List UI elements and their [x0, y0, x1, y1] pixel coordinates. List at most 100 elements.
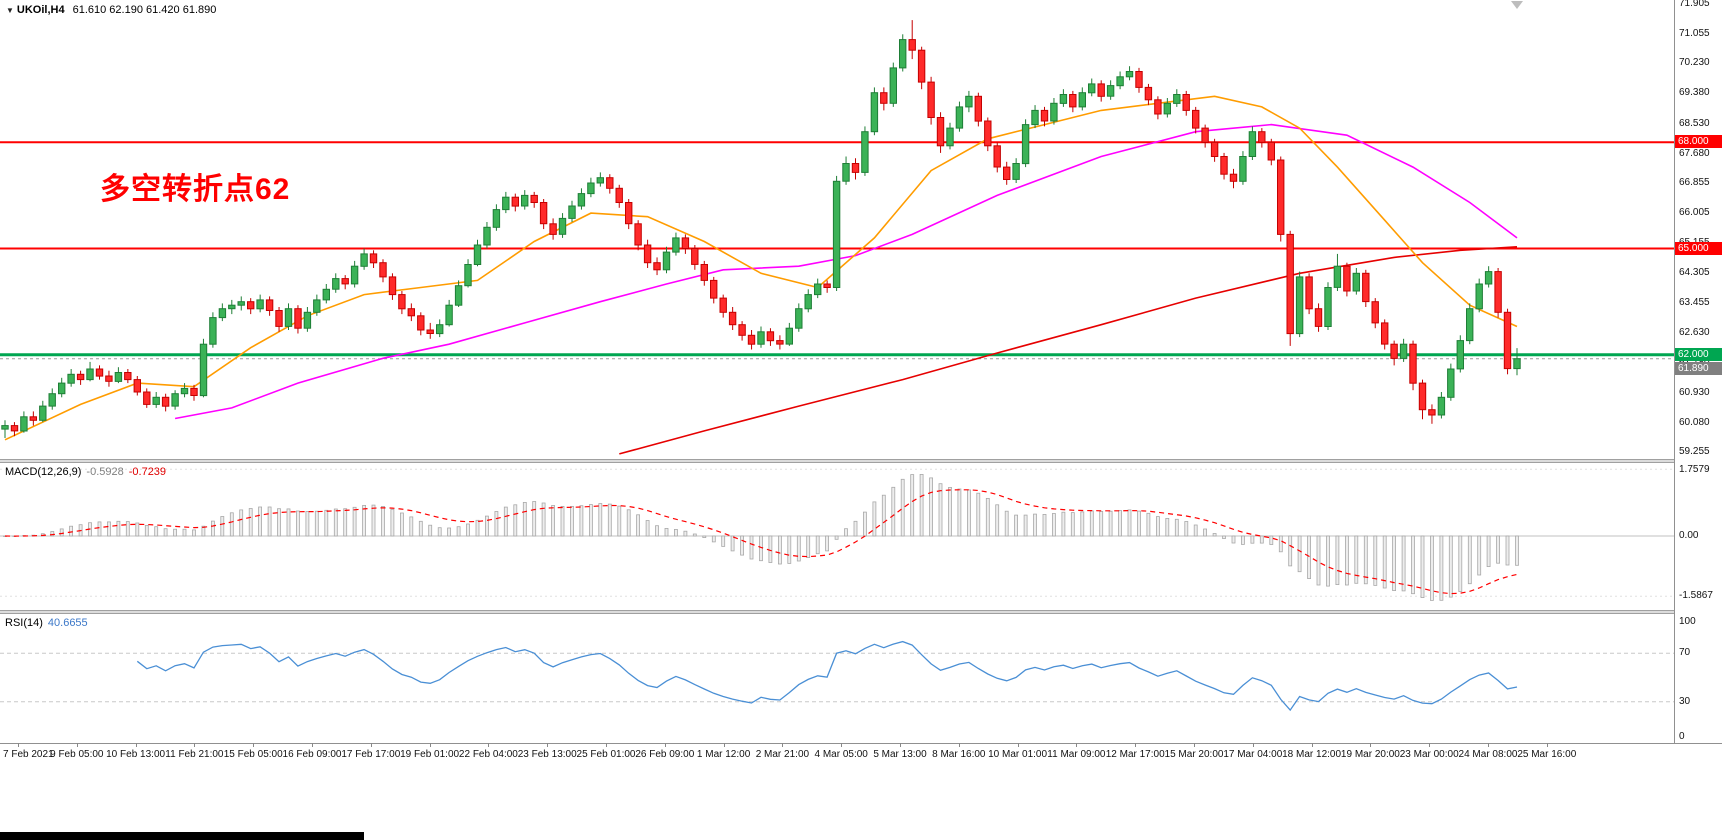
- rsi-value: 40.6655: [47, 617, 88, 629]
- price-axis-label: 70.230: [1679, 57, 1710, 69]
- time-axis-tick: [312, 743, 313, 747]
- candles-layer[interactable]: [1, 20, 1521, 438]
- time-axis-label: 23 Mar 00:00: [1399, 749, 1459, 760]
- time-axis-tick: [1546, 743, 1548, 747]
- price-axis[interactable]: 71.905 71.055 70.230 69.380 68.530 67.680 66.8…: [1674, 0, 1722, 743]
- macd-signal-value: -0.7239: [128, 466, 167, 478]
- time-axis-tick: [1252, 743, 1254, 747]
- time-axis-tick: [194, 743, 196, 747]
- time-axis-label: 26 Feb 09:00: [635, 749, 695, 760]
- price-panel[interactable]: ▼ UKOil,H4 61.610 62.190 61.420 61.890 多空转…: [0, 0, 1674, 459]
- time-axis-label: 5 Mar 13:00: [873, 749, 927, 760]
- macd-panel[interactable]: MACD(12,26,9) -0.5928 -0.7239: [0, 463, 1674, 610]
- panel-splitter[interactable]: [0, 459, 1722, 463]
- price-axis-label: 59.255: [1679, 446, 1710, 457]
- time-axis-label: 18 Mar 12:00: [1282, 749, 1342, 760]
- bottom-dark-strip: [0, 832, 364, 840]
- time-axis-label: 24 Mar 08:00: [1458, 749, 1518, 760]
- price-axis-label: 64.305: [1679, 267, 1710, 279]
- price-axis-label: 63.455: [1679, 297, 1710, 309]
- time-axis-tick: [958, 743, 960, 747]
- rsi-axis-label: 30: [1679, 695, 1691, 707]
- price-axis-label: 60.080: [1679, 416, 1710, 428]
- time-axis-tick: [900, 743, 901, 747]
- chart-title: ▼ UKOil,H4 61.610 62.190 61.420 61.890: [6, 4, 216, 16]
- chart-annotation-text[interactable]: 多空转折点62: [100, 173, 291, 206]
- time-axis-label: 23 Feb 13:00: [517, 749, 577, 760]
- time-axis-tick: [1135, 743, 1137, 747]
- hline-price-tag: 65.000: [1675, 241, 1722, 255]
- time-axis-label: 17 Mar 04:00: [1223, 749, 1283, 760]
- time-axis-label: 16 Feb 09:00: [282, 749, 342, 760]
- price-axis-label: 68.530: [1679, 117, 1710, 129]
- time-axis-label: 15 Feb 05:00: [223, 749, 283, 760]
- macd-main-value: -0.5928: [86, 466, 124, 478]
- panel-splitter[interactable]: [0, 610, 1722, 614]
- rsi-line: [136, 640, 1518, 712]
- time-axis-tick: [18, 743, 19, 747]
- hline-price-tag: 62.000: [1675, 347, 1722, 361]
- ohlc-values-label: 61.610 62.190 61.420 61.890: [72, 4, 217, 16]
- time-axis-label: 17 Feb 17:00: [341, 749, 401, 760]
- rsi-canvas[interactable]: [0, 614, 1674, 743]
- time-axis-tick: [1017, 743, 1019, 747]
- macd-axis-label: 0.00: [1679, 530, 1699, 541]
- time-axis-tick: [723, 743, 725, 747]
- rsi-name: RSI(14): [5, 617, 43, 629]
- time-axis-tick: [547, 743, 549, 747]
- price-chart-canvas[interactable]: [0, 0, 1674, 459]
- time-axis-label: 2 Mar 21:00: [755, 749, 810, 760]
- price-axis-label: 69.380: [1679, 87, 1710, 99]
- time-axis-separator: [0, 743, 1722, 744]
- time-axis-label: 8 Mar 16:00: [932, 749, 986, 760]
- time-axis-label: 22 Feb 04:00: [458, 749, 518, 760]
- macd-name: MACD(12,26,9): [5, 466, 82, 478]
- macd-axis-label: 1.7579: [1679, 464, 1710, 475]
- time-axis-label: 4 Mar 05:00: [814, 749, 868, 760]
- time-axis-tick: [429, 743, 431, 747]
- price-axis-label: 71.055: [1679, 28, 1710, 40]
- time-axis-tick: [782, 743, 784, 747]
- rsi-axis-label: 100: [1679, 616, 1696, 627]
- rsi-panel[interactable]: RSI(14) 40.6655: [0, 614, 1674, 743]
- macd-signal-line: [4, 489, 1518, 595]
- time-axis-label: 9 Feb 05:00: [50, 749, 104, 760]
- ma_magenta-line[interactable]: [174, 123, 1518, 420]
- macd-indicator-label: MACD(12,26,9) -0.5928 -0.7239: [5, 466, 171, 478]
- time-axis-label: 12 Mar 17:00: [1105, 749, 1165, 760]
- hline-price-tag: 68.000: [1675, 135, 1722, 149]
- price-axis-label: 71.905: [1679, 0, 1710, 9]
- time-axis-label: 11 Feb 21:00: [165, 749, 224, 760]
- time-axis-label: 25 Feb 01:00: [576, 749, 636, 760]
- time-axis-tick: [76, 743, 78, 747]
- macd-histogram: [3, 473, 1519, 601]
- time-axis-tick: [1076, 743, 1078, 747]
- time-axis[interactable]: 7 Feb 2021 9 Feb 05:00 10 Feb 13:00 11 Feb …: [0, 743, 1722, 765]
- time-axis-tick: [1370, 743, 1372, 747]
- price-axis-label: 66.005: [1679, 206, 1710, 218]
- bid-price-tag: 61.890: [1675, 361, 1722, 375]
- symbol-timeframe-label: UKOil,H4: [16, 4, 65, 16]
- macd-canvas[interactable]: [0, 463, 1674, 610]
- time-axis-label: 11 Mar 09:00: [1047, 749, 1106, 760]
- time-axis-tick: [1194, 743, 1195, 747]
- ma_red-line[interactable]: [619, 246, 1518, 455]
- time-axis-tick: [664, 743, 666, 747]
- price-axis-label: 62.630: [1679, 326, 1710, 338]
- time-axis-tick: [841, 743, 843, 747]
- chart-shift-marker-icon[interactable]: [1511, 1, 1523, 9]
- time-axis-label: 25 Mar 16:00: [1517, 749, 1577, 760]
- price-axis-label: 67.680: [1679, 147, 1710, 159]
- time-axis-tick: [606, 743, 607, 747]
- time-axis-label: 7 Feb 2021: [3, 749, 54, 760]
- time-axis-tick: [1429, 743, 1431, 747]
- time-axis-label: 15 Mar 20:00: [1164, 749, 1224, 760]
- time-axis-tick: [135, 743, 137, 747]
- symbol-dropdown-icon[interactable]: ▼: [6, 6, 14, 15]
- time-axis-tick: [370, 743, 372, 747]
- price-axis-label: 66.855: [1679, 176, 1710, 188]
- macd-axis-label: -1.5867: [1679, 590, 1713, 602]
- time-axis-tick: [1488, 743, 1489, 747]
- time-axis-tick: [253, 743, 255, 747]
